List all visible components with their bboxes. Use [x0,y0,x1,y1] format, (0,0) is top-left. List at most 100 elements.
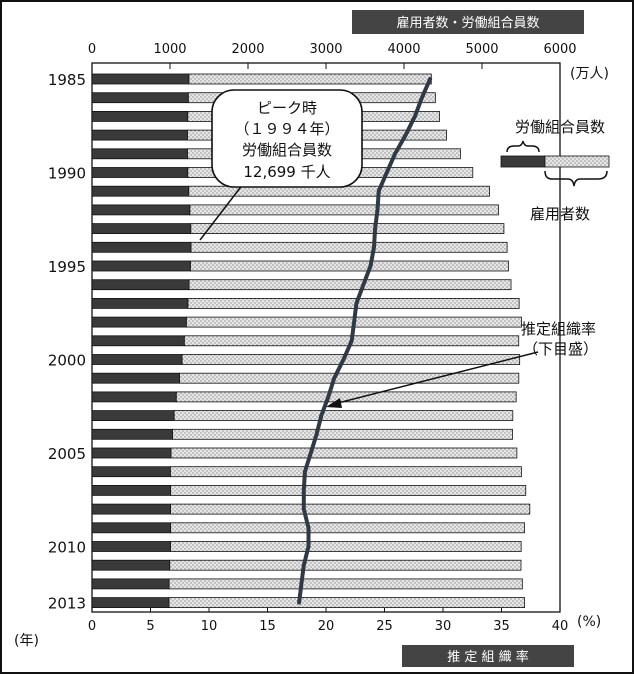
bottom-axis-unit: (%) [577,614,601,630]
top-axis-header [352,10,584,34]
year-label: 2005 [48,445,86,463]
union-bar-2005 [91,447,172,459]
year-label: 2010 [48,539,86,557]
top-tick-label: 4000 [387,42,420,57]
union-bar-1999 [91,335,185,347]
union-bar-1992 [91,204,191,216]
union-bar-2010 [91,541,171,552]
employee-bar-1992 [189,204,499,216]
rate-annotation-arrow [329,351,539,406]
union-bar-2000 [91,354,183,365]
employee-bar-2004 [172,428,513,440]
y-axis-unit: (年) [14,633,39,649]
union-bar-2006 [91,466,171,478]
union-bar-1985 [91,73,190,85]
peak-callout-line-1: ピーク時 [257,99,317,117]
union-bar-2011 [91,559,171,571]
union-bar-1996 [91,279,190,291]
legend-employee-label: 雇用者数 [530,205,590,223]
year-label: 2000 [48,352,86,370]
top-tick-label: 3000 [309,42,342,57]
employee-bar-2011 [169,559,522,571]
union-bar-2012 [91,578,170,590]
year-label: 1995 [48,258,86,276]
union-bar-2002 [91,391,177,403]
legend-union-brace [506,140,540,153]
union-bar-2001 [91,372,180,384]
union-bar-1989 [91,148,188,160]
top-axis-title: 雇用者数・労働組合員数 [396,15,539,31]
peak-callout [211,89,363,188]
top-tick-label: 6000 [543,42,576,57]
bottom-tick-label: 5 [146,619,154,634]
employee-bar-1993 [190,223,505,235]
union-bar-2008 [91,503,171,515]
rate-annotation-line-1: 推定組織率 [521,320,596,338]
union-bar-1993 [91,223,192,235]
union-bar-1990 [91,167,189,178]
peak-callout-line-2: （１９９４年） [234,120,339,138]
legend-employee-swatch [544,155,610,168]
top-axis-unit: (万人) [570,66,609,82]
bottom-tick-label: 15 [259,619,276,634]
employee-bar-2001 [179,372,520,384]
employee-bar-2009 [170,522,525,534]
union-bar-1987 [91,111,189,122]
employee-bar-2005 [170,447,518,459]
rate-annotation-line-2: （下目盛） [523,340,598,358]
bottom-tick-label: 35 [493,619,510,634]
year-label: 1985 [48,71,86,89]
bottom-tick-label: 30 [435,619,452,634]
union-bar-2013 [91,597,170,608]
union-bar-1986 [91,92,189,104]
union-bar-2009 [91,522,172,534]
union-bar-1997 [91,297,189,309]
top-tick-label: 0 [88,42,96,57]
employee-bar-1997 [187,297,520,309]
year-label: 1990 [48,165,86,183]
union-bar-2003 [91,410,175,422]
union-bar-1994 [91,241,192,253]
year-axis-labels: 1985 1990 1995 2000 2005 2010 2013 [48,71,86,613]
peak-callout-line-3: 労働組合員数 [242,141,332,159]
employee-bar-2013 [168,597,525,608]
bottom-axis-ticks: 0 5 10 15 20 25 30 35 40 [88,606,568,634]
employee-bar-1994 [190,241,508,253]
bottom-axis-header [402,645,574,667]
union-bar-1998 [91,316,187,328]
bottom-tick-label: 25 [376,619,393,634]
bottom-tick-label: 40 [552,619,569,634]
top-tick-label: 5000 [465,42,498,57]
employee-bar-1995 [189,260,509,272]
estimated-rate-line [297,77,433,605]
union-bar-1988 [91,129,188,141]
legend-employee-brace [544,170,608,187]
employee-bar-2003 [173,410,514,422]
union-bar-2004 [91,428,173,440]
employee-bar-2008 [170,503,531,515]
bottom-tick-label: 0 [88,619,96,634]
employee-bar-1985 [188,73,432,85]
legend-union-swatch [500,155,546,168]
bottom-tick-label: 20 [318,619,335,634]
peak-callout-line-4: 12,699 千人 [243,163,330,181]
union-bar-1991 [91,185,190,197]
year-label: 2013 [48,595,86,613]
top-tick-label: 2000 [231,42,264,57]
bottom-axis-title: 推 定 組 織 率 [447,649,529,665]
union-bar-2007 [91,484,172,496]
bottom-tick-label: 10 [201,619,218,634]
employee-bar-2007 [170,484,527,496]
employee-bar-2010 [169,541,522,552]
legend-union-label: 労働組合員数 [515,118,605,136]
top-tick-label: 1000 [153,42,186,57]
employee-bar-2006 [169,466,522,478]
top-axis-ticks: 0 1000 2000 3000 4000 5000 6000 [88,42,577,69]
union-bar-1995 [91,260,191,272]
rate-annotation-arrowhead [326,398,342,408]
employee-bar-1996 [188,279,512,291]
employee-bar-2000 [181,354,521,365]
employee-bar-2012 [168,578,523,590]
